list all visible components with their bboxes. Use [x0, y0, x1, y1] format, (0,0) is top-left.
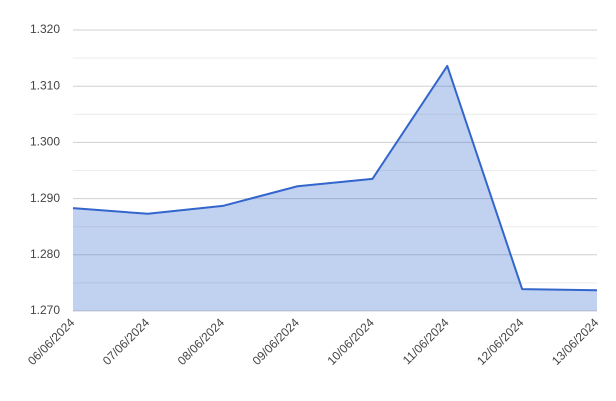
area	[73, 65, 597, 311]
x-tick-label: 09/06/2024	[250, 315, 303, 368]
y-tick-label: 1.290	[30, 191, 60, 205]
x-tick-label: 11/06/2024	[400, 315, 452, 367]
x-tick-label: 12/06/2024	[474, 315, 527, 368]
line	[72, 64, 598, 292]
y-tick-label: 1.320	[30, 22, 60, 36]
x-tick-label: 07/06/2024	[100, 315, 153, 368]
y-tick-label: 1.270	[30, 303, 60, 317]
x-tick-label: 10/06/2024	[324, 315, 377, 368]
y-tick-label: 1.280	[30, 247, 60, 261]
x-tick-label: 08/06/2024	[175, 315, 228, 368]
y-tick-label: 1.310	[30, 78, 60, 92]
x-tick-label: 06/06/2024	[25, 315, 78, 368]
y-tick-label: 1.300	[30, 135, 60, 149]
x-tick-label: 13/06/2024	[549, 315, 602, 368]
